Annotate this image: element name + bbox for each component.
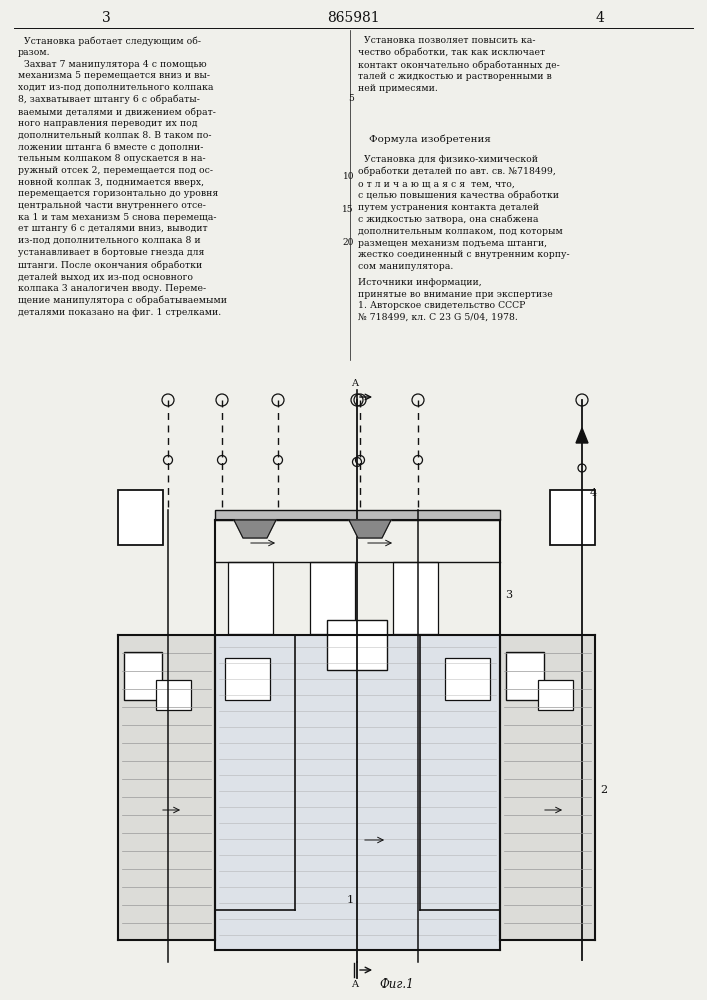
- Bar: [393, 562, 438, 634]
- Text: 865981: 865981: [327, 11, 380, 25]
- Bar: [327, 620, 387, 670]
- Polygon shape: [234, 520, 276, 538]
- Text: 2: 2: [600, 785, 607, 795]
- Text: Установка работает следующим об-
разом.
  Захват 7 манипулятора 4 с помощью
меха: Установка работает следующим об- разом. …: [18, 36, 227, 317]
- Text: A: A: [351, 379, 358, 388]
- Bar: [118, 490, 163, 545]
- Text: 20: 20: [343, 238, 354, 247]
- Text: Установка позволяет повысить ка-
чество обработки, так как исключает
контакт око: Установка позволяет повысить ка- чество …: [358, 36, 560, 93]
- Bar: [506, 652, 544, 700]
- Bar: [228, 562, 273, 634]
- Bar: [538, 680, 573, 710]
- Text: 1: 1: [347, 895, 354, 905]
- Text: 3: 3: [102, 11, 110, 25]
- Text: Формула изобретения: Формула изобретения: [369, 134, 491, 143]
- Bar: [215, 510, 500, 520]
- Text: Источники информации,
принятые во внимание при экспертизе
1. Авторское свидетель: Источники информации, принятые во вниман…: [358, 278, 553, 322]
- Text: Установка для физико-химической
обработки деталей по авт. св. №718499,
о т л и ч: Установка для физико-химической обработк…: [358, 155, 570, 271]
- Bar: [119, 636, 214, 939]
- Text: 10: 10: [342, 172, 354, 181]
- Text: A: A: [351, 980, 358, 989]
- Polygon shape: [576, 428, 588, 443]
- Text: 5: 5: [348, 94, 354, 103]
- Text: Фиг.1: Фиг.1: [379, 978, 414, 991]
- Bar: [550, 490, 595, 545]
- Text: 15: 15: [342, 205, 354, 214]
- Text: 4: 4: [590, 488, 597, 498]
- Bar: [501, 636, 594, 939]
- Bar: [225, 658, 270, 700]
- Bar: [216, 636, 499, 949]
- Bar: [124, 652, 162, 700]
- Text: 3: 3: [505, 590, 512, 600]
- Bar: [156, 680, 191, 710]
- Polygon shape: [349, 520, 391, 538]
- Bar: [310, 562, 355, 634]
- Text: 4: 4: [595, 11, 604, 25]
- Bar: [445, 658, 490, 700]
